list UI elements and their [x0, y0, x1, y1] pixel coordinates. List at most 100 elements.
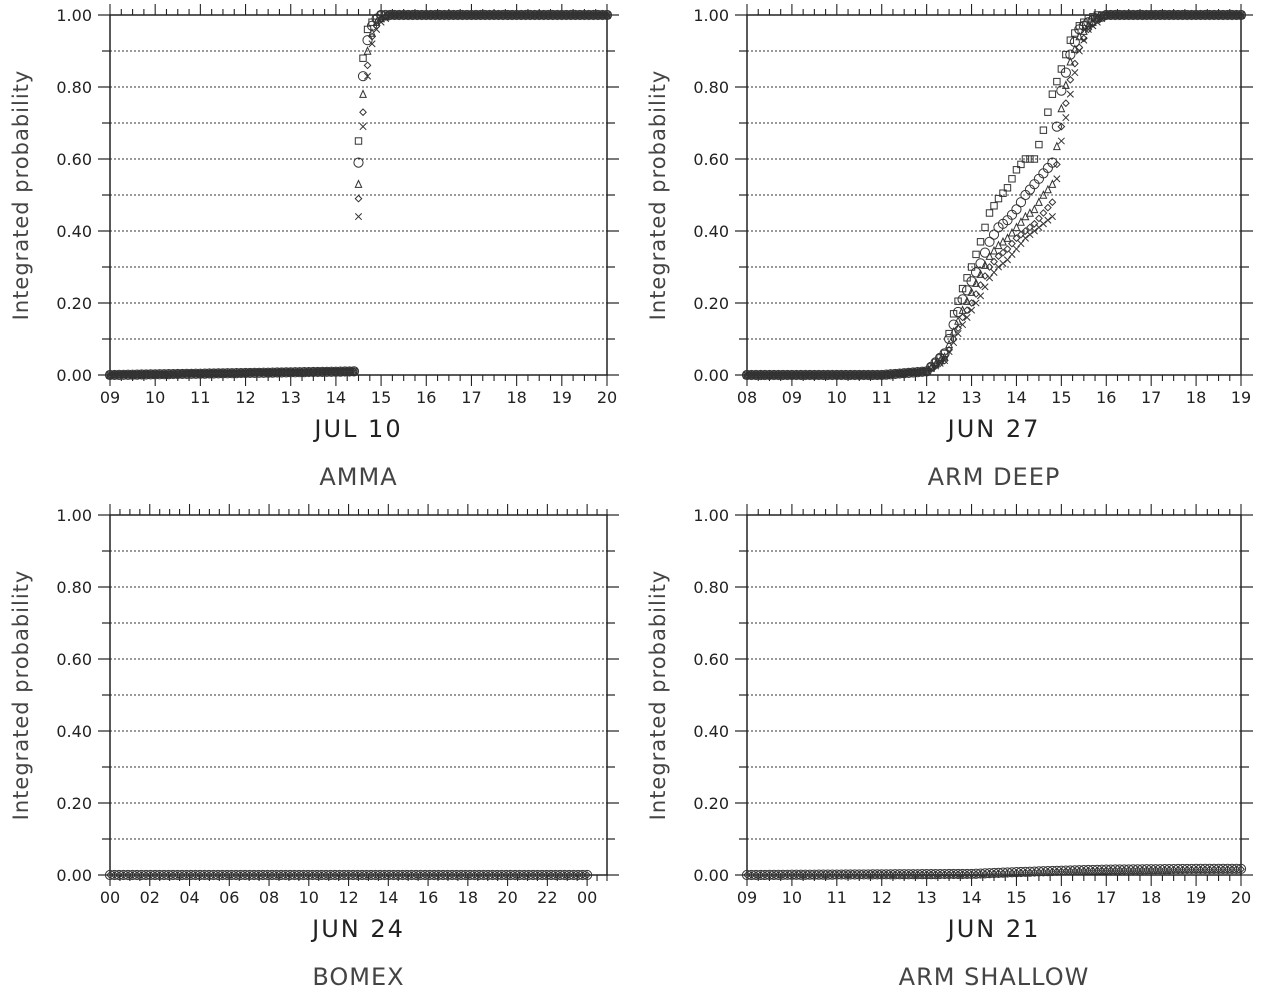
data-point-cross	[932, 362, 940, 370]
y-tick-label: 0.20	[693, 294, 729, 313]
data-point-circle	[943, 333, 955, 345]
data-point-cross	[382, 15, 390, 23]
data-point-circle	[1231, 863, 1242, 874]
x-tick-label: 19	[552, 388, 572, 407]
data-point-square	[1026, 155, 1034, 163]
data-point-cross	[941, 357, 949, 365]
data-point-cross	[990, 268, 998, 276]
y-tick-label: 1.00	[56, 6, 92, 25]
x-axis-label: JUN 27	[946, 415, 1041, 443]
x-tick-label: 15	[1051, 388, 1071, 407]
y-tick-label: 0.00	[693, 866, 729, 885]
data-point-triangle	[954, 316, 963, 325]
x-tick-label: 00	[577, 888, 597, 907]
data-point-cross	[1039, 220, 1047, 228]
data-point-diamond	[359, 108, 367, 117]
x-tick-label: 04	[179, 888, 199, 907]
data-point-circle	[966, 276, 977, 287]
plot-frame	[746, 514, 1242, 876]
data-point-triangle	[990, 245, 998, 255]
data-point-cross	[1237, 11, 1245, 19]
x-tick-label: 17	[461, 388, 481, 407]
data-point-cross	[1030, 227, 1038, 235]
data-point-cross	[1071, 69, 1079, 77]
data-point-cross	[954, 330, 962, 338]
data-point-diamond	[1061, 99, 1070, 108]
data-point-triangle	[1007, 227, 1016, 237]
data-point-triangle	[1048, 179, 1057, 188]
data-point-square	[1035, 140, 1043, 149]
data-point-cross	[1084, 25, 1092, 33]
data-point-circle	[582, 869, 593, 881]
data-point-triangle	[1061, 80, 1070, 89]
data-point-cross	[377, 18, 385, 26]
data-point-square	[981, 223, 989, 232]
x-tick-label: 16	[1051, 888, 1071, 907]
data-markers	[741, 9, 1247, 381]
data-point-diamond	[936, 359, 945, 368]
data-point-diamond	[1052, 160, 1061, 169]
data-point-cross	[363, 72, 372, 80]
x-tick-label: 10	[299, 888, 319, 907]
x-tick-label: 06	[219, 888, 239, 907]
data-point-circle	[961, 285, 973, 296]
data-point-cross	[1003, 256, 1012, 264]
x-tick-label: 20	[597, 388, 617, 407]
data-point-diamond	[1237, 865, 1245, 874]
data-point-diamond	[963, 306, 971, 315]
x-tick-label: 18	[458, 888, 478, 907]
data-point-diamond	[583, 871, 592, 879]
data-point-circle	[1056, 85, 1067, 96]
data-point-diamond	[354, 194, 363, 203]
data-point-circle	[357, 71, 369, 82]
data-point-cross	[1021, 234, 1029, 242]
data-point-square	[1030, 155, 1039, 163]
data-point-square	[1048, 90, 1057, 98]
data-point-cross	[959, 321, 967, 329]
data-point-square	[999, 189, 1007, 197]
x-tick-label: 09	[782, 388, 802, 407]
data-markers	[104, 869, 593, 881]
x-tick-label: 22	[537, 888, 557, 907]
data-point-diamond	[1066, 75, 1075, 84]
data-point-circle	[970, 267, 982, 278]
data-point-cross	[1012, 245, 1021, 253]
data-point-cross	[945, 348, 953, 356]
x-tick-label: 20	[1231, 888, 1251, 907]
data-point-cross	[1017, 240, 1025, 248]
data-point-square	[972, 250, 980, 259]
data-point-square	[945, 329, 953, 338]
data-point-cross	[981, 283, 989, 291]
y-tick-label: 0.60	[56, 150, 92, 169]
data-point-circle	[1060, 67, 1071, 78]
data-point-triangle	[1079, 26, 1088, 35]
y-axis-label: Integrated probability	[646, 570, 670, 821]
data-point-diamond	[603, 11, 611, 19]
data-point-cross	[1066, 90, 1074, 98]
chart-panel-2: 0.00 0.20 0.40 0.60 0.80 1.00 08 09 10 11 12 13 14 15…	[646, 4, 1253, 491]
y-tick-label: 0.60	[693, 650, 729, 669]
y-axis-label: Integrated probability	[9, 70, 33, 321]
data-point-triangle	[976, 269, 985, 278]
x-tick-label: 18	[1186, 388, 1206, 407]
x-axis-label: JUN 24	[310, 915, 405, 943]
data-point-square	[354, 137, 363, 145]
y-tick-label: 0.60	[56, 650, 92, 669]
data-point-square	[1039, 126, 1048, 134]
x-tick-label: 14	[1006, 388, 1026, 407]
x-tick-label: 02	[140, 888, 160, 907]
data-point-diamond	[1088, 20, 1097, 28]
data-point-cross	[1089, 22, 1097, 30]
plot-frame	[746, 14, 1242, 376]
data-point-square	[1008, 175, 1016, 183]
x-tick-label: 17	[1141, 388, 1161, 407]
data-point-diamond	[1039, 209, 1048, 217]
y-tick-label: 1.00	[693, 506, 729, 525]
data-point-triangle	[1003, 233, 1012, 242]
data-point-square	[1003, 184, 1012, 192]
y-tick-label: 0.00	[56, 366, 92, 385]
x-axis-label: JUL 10	[312, 415, 402, 443]
x-tick-label: 18	[1141, 888, 1161, 907]
data-point-diamond	[1048, 198, 1057, 207]
